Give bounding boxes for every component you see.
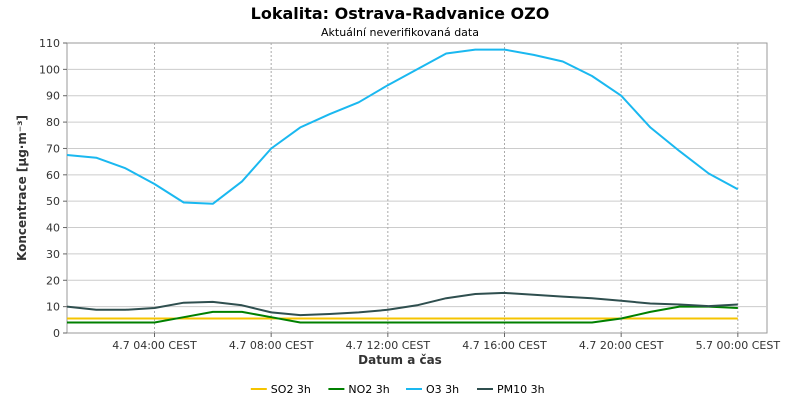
x-tick-label: 4.7 08:00 CEST [229, 339, 314, 352]
x-axis-ticks: 4.7 04:00 CEST 4.7 08:00 CEST 4.7 12:00 CE… [112, 333, 780, 352]
series-line-o3 [66, 48, 739, 205]
x-tick-label: 4.7 12:00 CEST [346, 339, 431, 352]
x-tick-label: 5.7 00:00 CEST [696, 339, 781, 352]
legend: SO2 3h NO2 3h O3 3h PM10 3h [250, 383, 545, 396]
y-tick-label: 20 [46, 274, 60, 287]
plot-area [66, 42, 768, 334]
x-tick-label: 4.7 20:00 CEST [579, 339, 664, 352]
x-tick-label: 4.7 04:00 CEST [112, 339, 197, 352]
chart-subtitle: Aktuální neverifikovaná data [321, 26, 479, 39]
series-line-pm10 [66, 291, 738, 317]
y-tick-label: 110 [39, 37, 60, 50]
y-axis-ticks: 0 10 20 30 40 50 60 70 80 90 100 110 [39, 37, 67, 340]
y-tick-label: 40 [46, 222, 60, 235]
x-tick-label: 4.7 16:00 CEST [462, 339, 547, 352]
legend-label-so2: SO2 3h [271, 383, 311, 396]
y-tick-label: 50 [46, 195, 60, 208]
y-tick-label: 30 [46, 248, 60, 261]
y-tick-label: 0 [53, 327, 60, 340]
grid [67, 43, 767, 333]
y-tick-label: 10 [46, 301, 60, 314]
y-tick-label: 80 [46, 116, 60, 129]
x-axis-label: Datum a čas [358, 353, 442, 367]
y-tick-label: 70 [46, 142, 60, 155]
legend-label-pm10: PM10 3h [497, 383, 545, 396]
series-line-no2 [67, 305, 738, 324]
series-lines [66, 48, 739, 324]
y-tick-label: 60 [46, 169, 60, 182]
y-tick-label: 100 [39, 63, 60, 76]
chart-title: Lokalita: Ostrava-Radvanice OZO [251, 4, 550, 23]
y-axis-label: Koncentrace [µg·m⁻³] [15, 115, 29, 261]
legend-label-o3: O3 3h [426, 383, 459, 396]
y-tick-label: 90 [46, 90, 60, 103]
legend-label-no2: NO2 3h [348, 383, 389, 396]
